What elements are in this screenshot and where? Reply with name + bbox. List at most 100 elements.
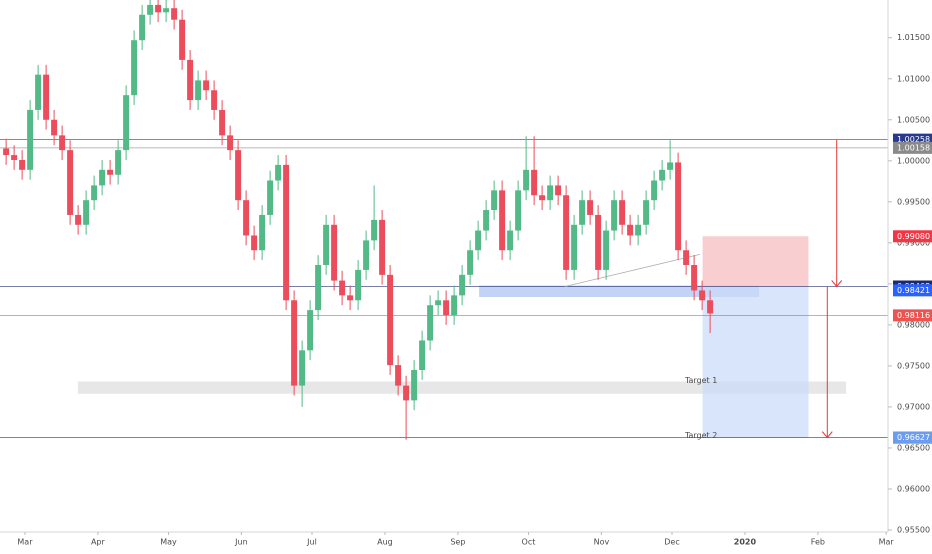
y-tick-label: 0.95500 xyxy=(897,526,930,535)
candle-body xyxy=(267,180,274,215)
y-tick-label: 0.96000 xyxy=(897,484,930,493)
candle-body xyxy=(155,4,162,13)
candle-body xyxy=(467,250,474,275)
price-label: 1.00258 xyxy=(897,135,930,144)
candle-body xyxy=(35,74,42,110)
candle-body xyxy=(147,4,154,15)
candle-body xyxy=(387,274,394,366)
candle-body xyxy=(443,300,450,316)
candle-body xyxy=(91,185,98,201)
candle-body xyxy=(523,169,530,191)
candle-body xyxy=(115,150,122,175)
zone xyxy=(479,285,760,297)
candle-body xyxy=(283,164,290,301)
candle-body xyxy=(75,214,82,225)
candle-body xyxy=(603,230,610,270)
candle-body xyxy=(547,185,554,201)
candle-body xyxy=(195,80,202,101)
candle-body xyxy=(483,210,490,231)
candle-body xyxy=(243,200,250,236)
y-tick-label: 1.01000 xyxy=(897,74,930,83)
y-tick-label: 1.00000 xyxy=(897,156,930,165)
price-label-bg xyxy=(893,309,932,322)
x-tick-label: Mar xyxy=(17,538,33,547)
candle-body xyxy=(595,214,602,270)
candle-body xyxy=(259,214,266,251)
x-tick-label: Dec xyxy=(664,538,679,547)
candle-body xyxy=(3,148,10,156)
candle-body xyxy=(475,230,482,251)
x-tick-label: Feb xyxy=(811,538,825,547)
y-tick-label: 0.96500 xyxy=(897,443,930,452)
price-label-bg xyxy=(893,141,932,154)
candle-body xyxy=(555,185,562,196)
candle-body xyxy=(459,274,466,296)
price-label-bg xyxy=(893,431,932,444)
candle-body xyxy=(355,269,362,301)
y-tick-label: 0.99500 xyxy=(897,197,930,206)
arrow-head xyxy=(821,431,833,439)
candle-body xyxy=(203,80,210,91)
candle-body xyxy=(395,365,402,386)
candle-body xyxy=(579,200,586,225)
candle-body xyxy=(163,8,170,13)
candle-body xyxy=(107,169,114,175)
x-tick-label: May xyxy=(160,538,177,547)
candle-body xyxy=(571,224,578,270)
candle-body xyxy=(179,19,186,60)
y-tick-label: 0.98000 xyxy=(897,320,930,329)
annotation: Target 2 xyxy=(684,431,717,440)
x-tick-label: Jun xyxy=(234,538,248,547)
candle-body xyxy=(59,135,66,151)
price-label: 1.00158 xyxy=(897,143,930,152)
candle-body xyxy=(307,310,314,351)
candle-body xyxy=(419,340,426,371)
candle-body xyxy=(435,300,442,306)
candle-body xyxy=(315,265,322,311)
candle-body xyxy=(227,135,234,151)
price-label-bg xyxy=(893,230,932,243)
target-zone xyxy=(702,286,809,438)
x-tick-label: Mar xyxy=(879,538,895,547)
candle-body xyxy=(123,95,130,151)
candle-body xyxy=(339,280,346,296)
candle-body xyxy=(699,290,706,301)
y-tick-label: 1.00500 xyxy=(897,115,930,124)
price-label: 0.98421 xyxy=(897,286,930,295)
candle-body xyxy=(67,150,74,215)
candle-body xyxy=(707,300,714,314)
candle-body xyxy=(347,295,354,301)
y-tick-label: 0.99000 xyxy=(897,238,930,247)
candle-body xyxy=(635,224,642,236)
candle-body xyxy=(539,195,546,201)
candle-body xyxy=(675,162,682,251)
y-tick-label: 1.01500 xyxy=(897,33,930,42)
candle-body xyxy=(323,224,330,265)
candle-body xyxy=(299,350,306,386)
candle-body xyxy=(403,385,410,401)
price-label: 0.96627 xyxy=(897,433,930,442)
candle-body xyxy=(139,14,146,41)
x-tick-label: Nov xyxy=(594,538,610,547)
candle-body xyxy=(563,195,570,270)
axes: Mar Apr May Jun Jul Aug Sep Oct Nov Dec 2020 Feb Mar… xyxy=(17,33,932,547)
x-tick-label: Oct xyxy=(522,538,536,547)
arrow-head xyxy=(831,280,843,288)
candle-body xyxy=(643,200,650,225)
candle-body xyxy=(507,230,514,251)
price-label: 0.98116 xyxy=(897,311,930,320)
candle-body xyxy=(619,200,626,225)
candle-body xyxy=(51,119,58,136)
candle-body xyxy=(491,190,498,211)
candle-body xyxy=(531,169,538,196)
plot-area: Target 1 Target 2 xyxy=(0,0,888,440)
candle-body xyxy=(171,8,178,20)
candle-body xyxy=(291,300,298,386)
price-label: 0.99080 xyxy=(897,232,930,241)
candle-body xyxy=(499,190,506,251)
annotation: Target 1 xyxy=(684,376,717,385)
x-tick-label: Aug xyxy=(377,538,393,547)
candle-body xyxy=(611,200,618,231)
